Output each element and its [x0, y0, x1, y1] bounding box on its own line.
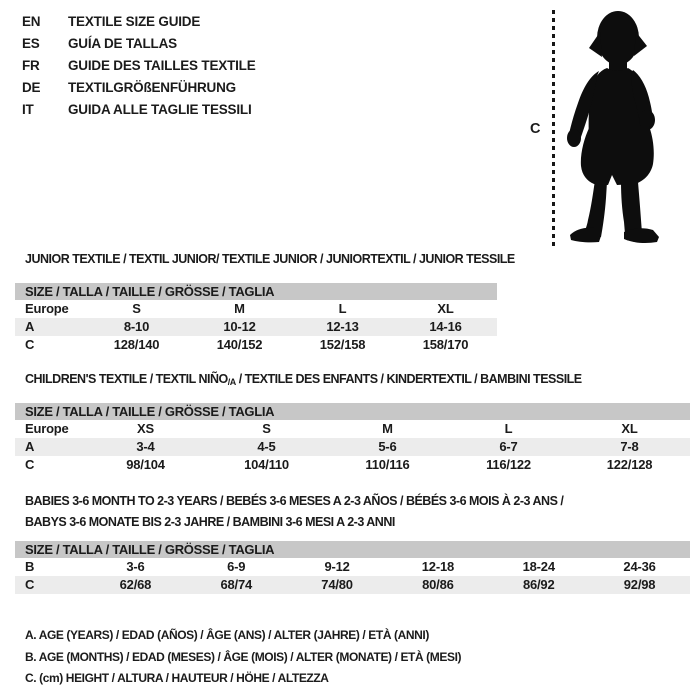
language-title: TEXTILGRÖßENFÜHRUNG: [68, 80, 236, 95]
toddler-silhouette-icon: [562, 8, 664, 248]
height-cell: 62/68: [119, 577, 152, 592]
babies-title-line-2: BABYS 3-6 MONATE BIS 2-3 JAHRE / BAMBINI…: [25, 515, 395, 529]
height-cell: 98/104: [126, 457, 165, 472]
age-cell: 6-9: [227, 559, 246, 574]
language-code: ES: [22, 36, 40, 51]
table-row-europe: Europe XS S M L XL: [15, 420, 690, 438]
age-cell: 18-24: [522, 559, 555, 574]
row-label: C: [25, 457, 35, 472]
row-label: C: [25, 337, 35, 352]
size-cell: XL: [621, 421, 638, 436]
language-code: IT: [22, 102, 34, 117]
language-title: GUÍA DE TALLAS: [68, 36, 177, 51]
height-cell: 74/80: [321, 577, 353, 592]
size-cell: XS: [137, 421, 154, 436]
age-cell: 10-12: [223, 319, 256, 334]
table-row-europe: Europe S M L XL: [15, 300, 497, 318]
table-size-header: SIZE / TALLA / TAILLE / GRÖSSE / TAGLIA: [15, 541, 690, 558]
height-measure-label: C: [530, 121, 541, 137]
babies-title-line-1: BABIES 3-6 MONTH TO 2-3 YEARS / BEBÉS 3-…: [25, 494, 564, 508]
size-cell: M: [382, 421, 393, 436]
height-cell: 110/116: [365, 457, 410, 472]
size-cell: S: [132, 301, 141, 316]
age-cell: 9-12: [324, 559, 350, 574]
junior-size-table: SIZE / TALLA / TAILLE / GRÖSSE / TAGLIA …: [15, 283, 497, 354]
row-label: Europe: [25, 421, 69, 436]
language-row-en: EN TEXTILE SIZE GUIDE: [22, 11, 256, 33]
language-code: FR: [22, 58, 40, 73]
footnote-a-age-years: A. AGE (YEARS) / EDAD (AÑOS) / ÂGE (ANS)…: [25, 628, 429, 642]
height-cell: 122/128: [606, 457, 653, 472]
language-row-de: DE TEXTILGRÖßENFÜHRUNG: [22, 77, 256, 99]
language-row-es: ES GUÍA DE TALLAS: [22, 33, 256, 55]
height-cell: 140/152: [216, 337, 263, 352]
height-cell: 92/98: [623, 577, 656, 592]
height-measure-dotted-line: [552, 10, 555, 247]
height-cell: 80/86: [422, 577, 454, 592]
row-label: Europe: [25, 301, 69, 316]
height-cell: 152/158: [319, 337, 366, 352]
age-cell: 8-10: [123, 319, 150, 334]
children-table-title: CHILDREN'S TEXTILE / TEXTIL NIÑO/A / TEX…: [25, 372, 582, 387]
table-row-height-cm: C 62/68 68/74 74/80 80/86 86/92 92/98: [15, 576, 690, 594]
size-cell: XL: [437, 301, 454, 316]
height-cell: 68/74: [220, 577, 253, 592]
junior-table-title: JUNIOR TEXTILE / TEXTIL JUNIOR/ TEXTILE …: [25, 252, 515, 266]
babies-table-title: BABIES 3-6 MONTH TO 2-3 YEARS / BEBÉS 3-…: [25, 491, 564, 533]
language-title: TEXTILE SIZE GUIDE: [68, 14, 201, 29]
age-cell: 6-7: [499, 439, 518, 454]
height-cell: 158/170: [422, 337, 469, 352]
babies-size-table: SIZE / TALLA / TAILLE / GRÖSSE / TAGLIA …: [15, 541, 690, 594]
age-cell: 24-36: [623, 559, 656, 574]
row-label: A: [25, 439, 35, 454]
language-row-fr: FR GUIDE DES TAILLES TEXTILE: [22, 55, 256, 77]
language-row-it: IT GUIDA ALLE TAGLIE TESSILI: [22, 99, 256, 121]
height-cell: 128/140: [113, 337, 160, 352]
footnote-c-height-cm: C. (cm) HEIGHT / ALTURA / HAUTEUR / HÖHE…: [25, 671, 329, 685]
table-row-age-years: A 8-10 10-12 12-13 14-16: [15, 318, 497, 336]
language-title: GUIDA ALLE TAGLIE TESSILI: [68, 102, 252, 117]
footnotes: A. AGE (YEARS) / EDAD (AÑOS) / ÂGE (ANS)…: [25, 625, 462, 690]
row-label: C: [25, 577, 35, 592]
table-row-age-months: B 3-6 6-9 9-12 12-18 18-24 24-36: [15, 558, 690, 576]
age-cell: 12-13: [326, 319, 359, 334]
age-cell: 3-4: [136, 439, 155, 454]
language-list: EN TEXTILE SIZE GUIDE ES GUÍA DE TALLAS …: [22, 11, 256, 121]
height-cell: 86/92: [522, 577, 555, 592]
age-cell: 14-16: [429, 319, 462, 334]
table-size-header: SIZE / TALLA / TAILLE / GRÖSSE / TAGLIA: [15, 403, 690, 420]
table-size-header: SIZE / TALLA / TAILLE / GRÖSSE / TAGLIA: [15, 283, 497, 300]
language-code: EN: [22, 14, 41, 29]
children-size-table: SIZE / TALLA / TAILLE / GRÖSSE / TAGLIA …: [15, 403, 690, 474]
age-cell: 12-18: [421, 559, 455, 574]
age-cell: 7-8: [620, 439, 639, 454]
size-cell: L: [504, 421, 513, 436]
language-code: DE: [22, 80, 41, 95]
children-title-subscript: /A: [227, 377, 237, 387]
size-cell: L: [338, 301, 347, 316]
footnote-b-age-months: B. AGE (MONTHS) / EDAD (MESES) / ÂGE (MO…: [25, 649, 462, 664]
row-label: A: [25, 319, 35, 334]
height-cell: 104/110: [244, 457, 289, 472]
children-title-rest: / TEXTILE DES ENFANTS / KINDERTEXTIL / B…: [235, 372, 582, 386]
table-row-age-years: A 3-4 4-5 5-6 6-7 7-8: [15, 438, 690, 456]
row-label: B: [25, 559, 35, 574]
height-cell: 116/122: [486, 457, 531, 472]
size-cell: S: [262, 421, 271, 436]
age-cell: 5-6: [378, 439, 397, 454]
table-row-height-cm: C 98/104 104/110 110/116 116/122 122/128: [15, 456, 690, 474]
table-row-height-cm: C 128/140 140/152 152/158 158/170: [15, 336, 497, 354]
age-cell: 4-5: [257, 439, 276, 454]
children-title-main: CHILDREN'S TEXTILE / TEXTIL NIÑO: [25, 372, 228, 386]
language-title: GUIDE DES TAILLES TEXTILE: [68, 58, 256, 73]
size-cell: M: [234, 301, 245, 316]
age-cell: 3-6: [126, 559, 145, 574]
